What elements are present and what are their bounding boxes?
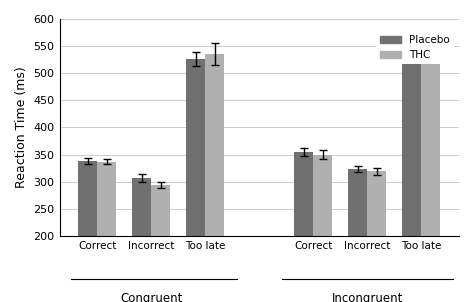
Text: Incongruent: Incongruent <box>331 292 403 302</box>
Bar <box>313 155 332 302</box>
Text: Congruent: Congruent <box>120 292 182 302</box>
Bar <box>151 185 170 302</box>
Bar <box>186 59 205 302</box>
Bar <box>132 178 151 302</box>
Bar <box>205 54 224 302</box>
Bar <box>294 152 313 302</box>
Bar <box>97 162 116 302</box>
Y-axis label: Reaction Time (ms): Reaction Time (ms) <box>15 66 28 188</box>
Bar <box>367 171 386 302</box>
Bar <box>78 161 97 302</box>
Bar <box>421 54 440 302</box>
Legend: Placebo, THC: Placebo, THC <box>375 31 454 64</box>
Bar <box>402 57 421 302</box>
Bar <box>348 169 367 302</box>
